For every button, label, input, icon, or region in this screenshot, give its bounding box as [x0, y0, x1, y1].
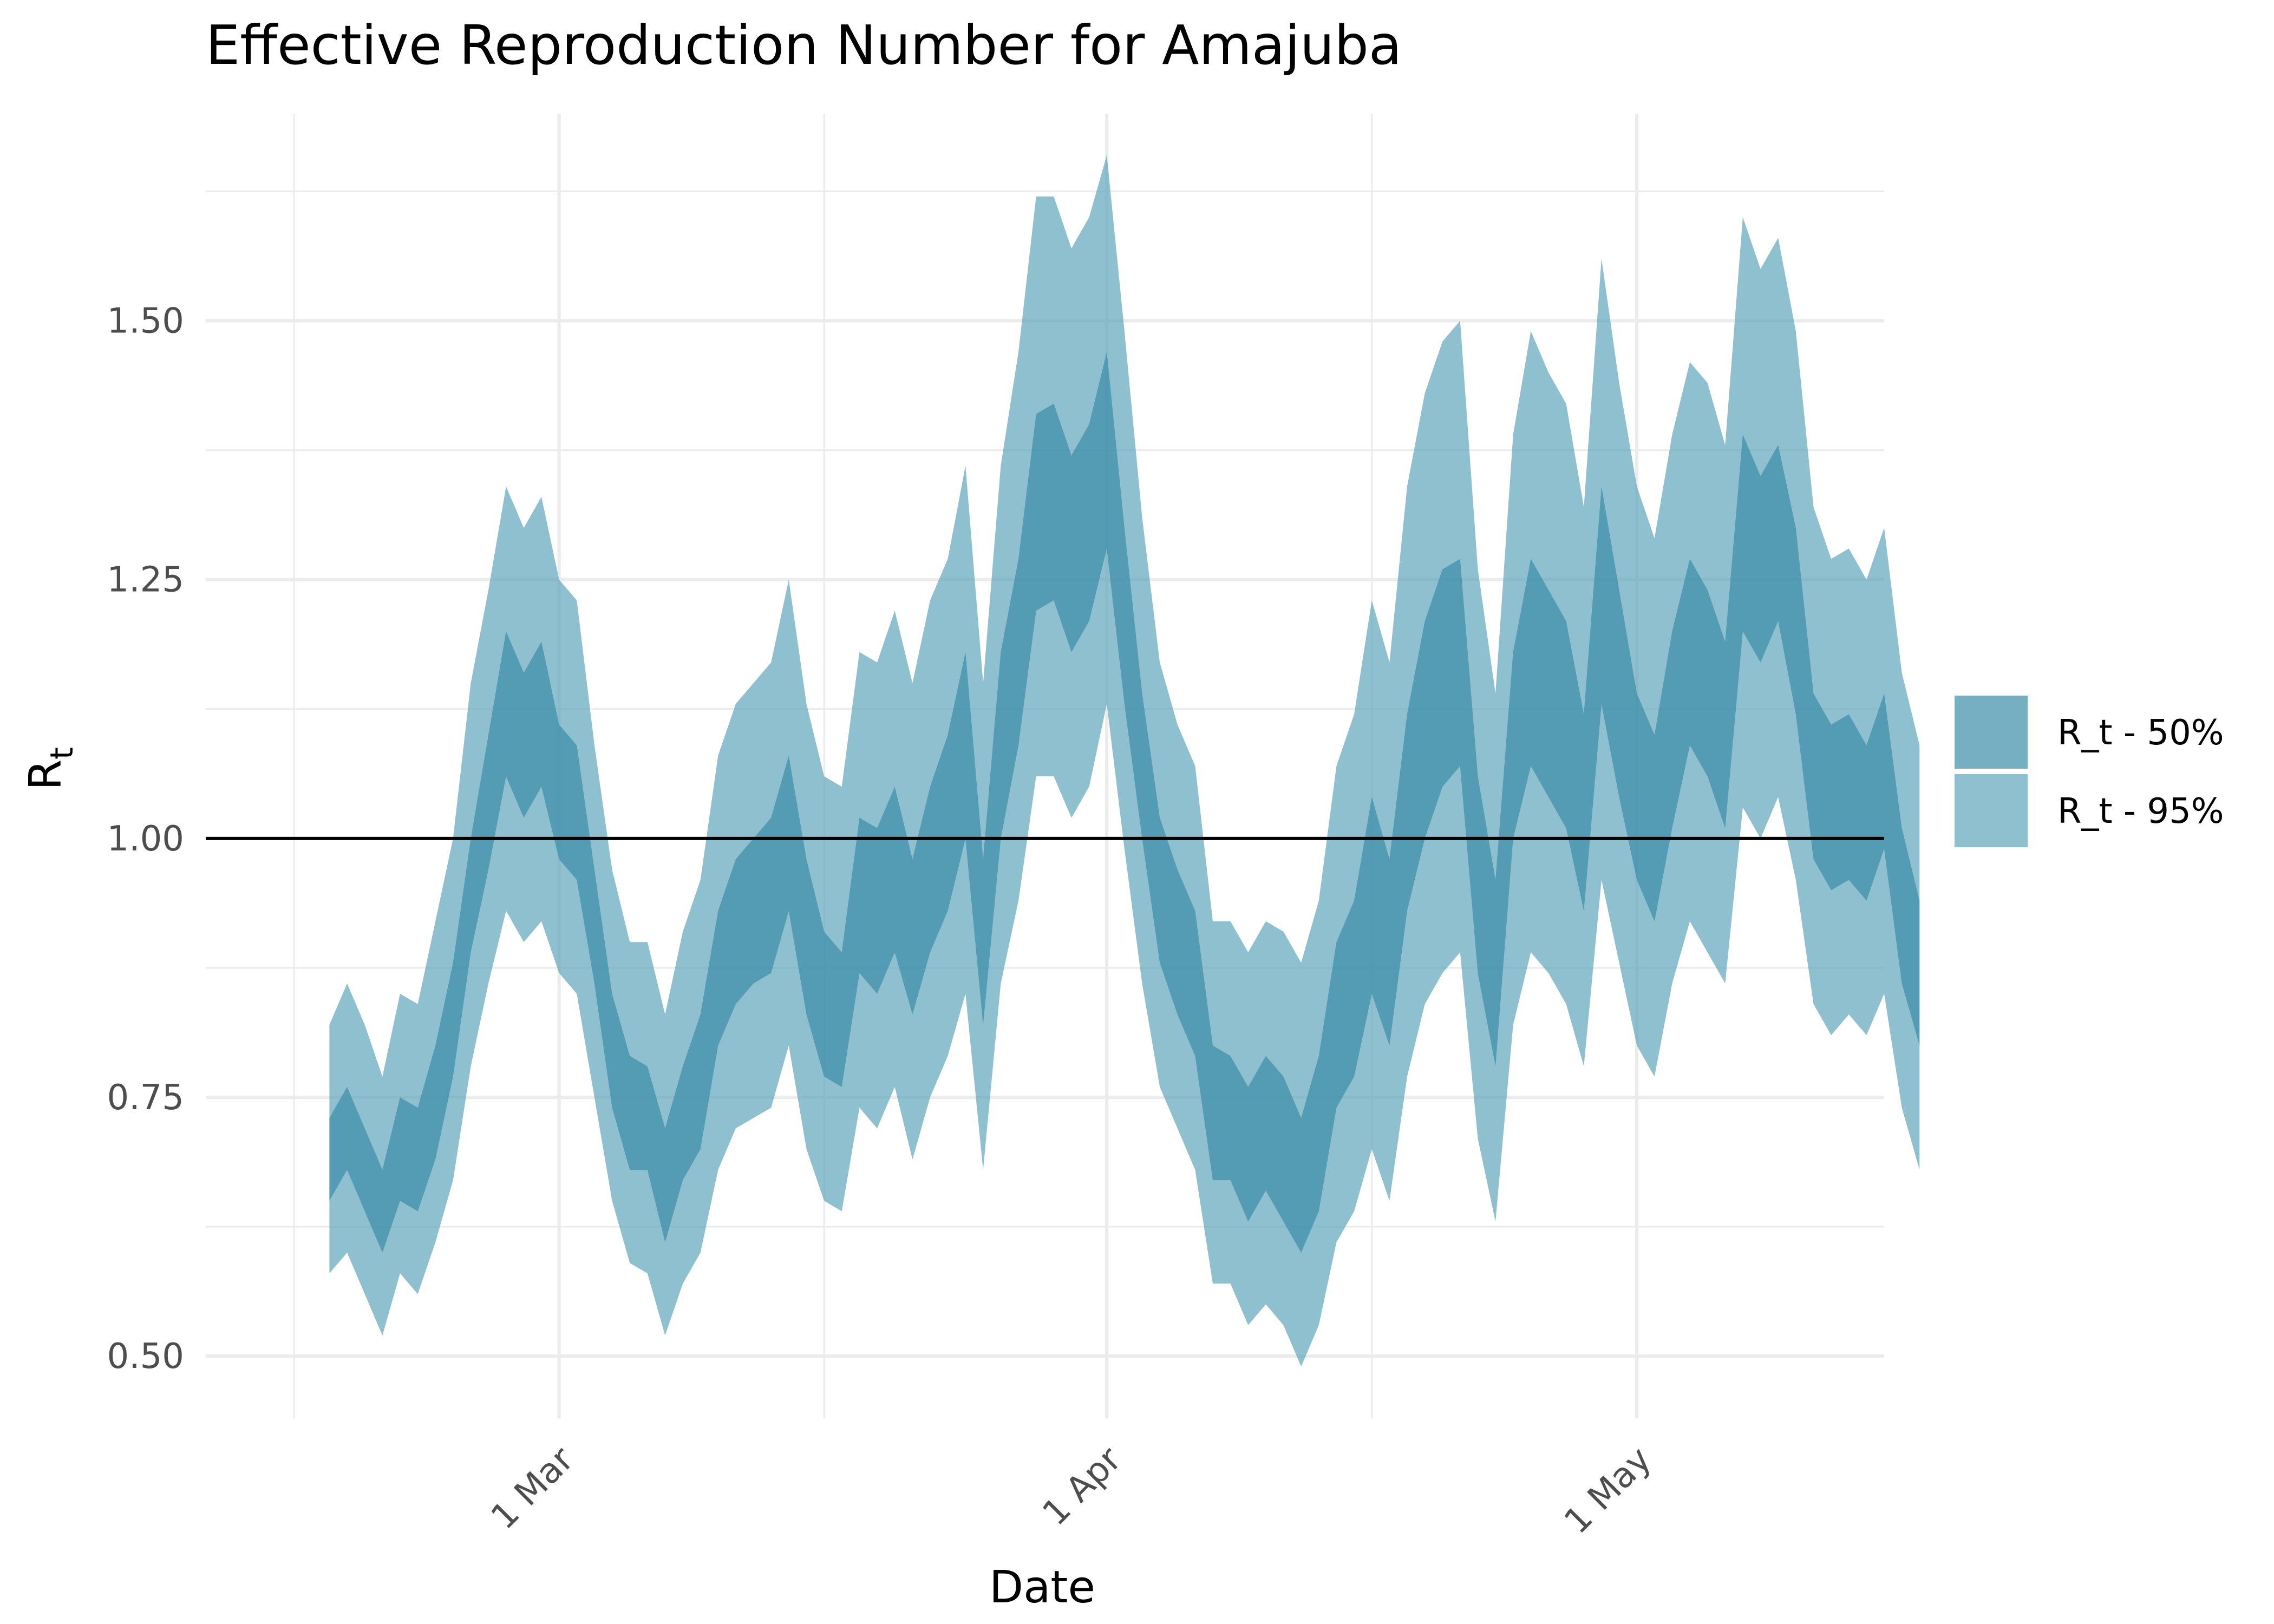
x-axis-title: Date: [989, 1562, 1095, 1613]
y-tick-label: 1.50: [107, 302, 185, 342]
legend: R_t - 50% R_t - 95%: [1955, 696, 2224, 847]
band-50: [329, 351, 1920, 1253]
legend-key: [1955, 696, 2028, 769]
y-axis-title-main: R: [20, 759, 71, 790]
chart-title: Effective Reproduction Number for Amajub…: [206, 14, 1402, 77]
legend-key: [1955, 774, 2028, 847]
legend-label: R_t - 95%: [2057, 791, 2224, 831]
x-tick-label: 1 Mar: [483, 1439, 581, 1537]
y-axis-title: Rt: [20, 747, 80, 790]
band-95: [329, 155, 1920, 1367]
y-tick-label: 0.50: [107, 1337, 185, 1377]
y-axis-title-subscript: t: [43, 747, 80, 759]
x-axis-ticks: 1 Mar 1 Apr 1 May: [483, 1439, 1659, 1542]
legend-label: R_t - 50%: [2057, 713, 2224, 753]
x-tick-label: 1 Apr: [1035, 1439, 1129, 1534]
y-tick-label: 1.25: [107, 560, 185, 600]
y-axis-ticks: 0.50 0.75 1.00 1.25 1.50: [107, 302, 185, 1377]
y-tick-label: 0.75: [107, 1078, 185, 1118]
y-tick-label: 1.00: [107, 819, 185, 859]
ribbon-bands: [329, 155, 1920, 1367]
x-tick-label: 1 May: [1557, 1439, 1659, 1542]
